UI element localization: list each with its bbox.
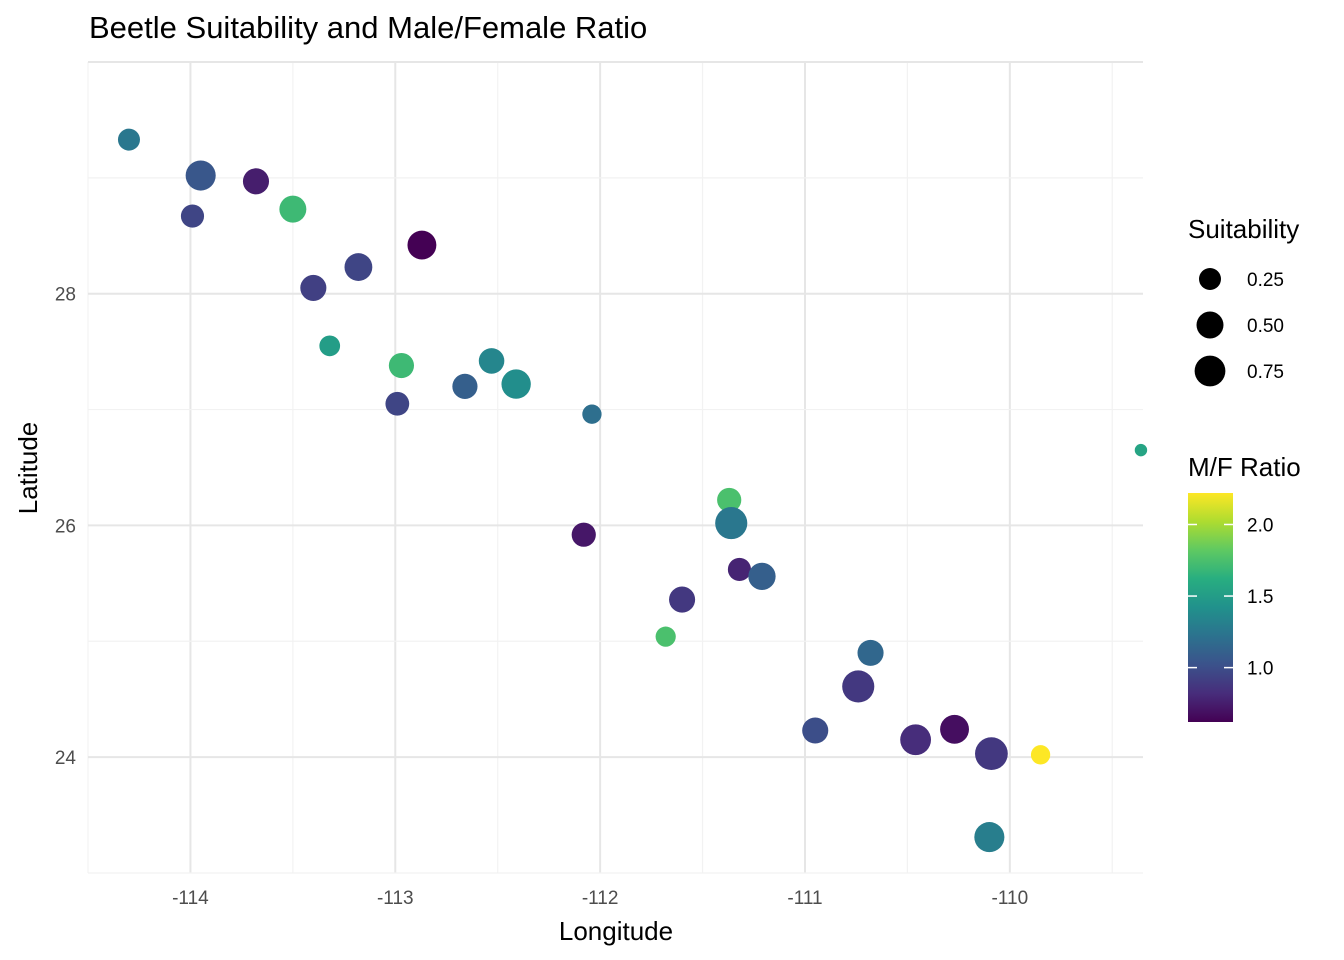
data-point — [180, 204, 205, 228]
y-tick-label: 24 — [55, 748, 77, 769]
y-axis-ticks: 24 26 28 — [55, 285, 77, 769]
data-point — [802, 717, 829, 744]
size-legend-label: 0.75 — [1247, 362, 1284, 383]
data-point — [1134, 443, 1148, 457]
data-point — [571, 522, 596, 547]
data-point — [842, 670, 875, 703]
data-point — [242, 168, 270, 195]
x-tick-label: -112 — [582, 888, 619, 909]
x-tick-label: -113 — [377, 888, 414, 909]
data-point — [407, 230, 437, 260]
colorbar-tick-label: 1.0 — [1247, 659, 1273, 680]
colorbar-ticks: 1.0 1.5 2.0 — [1188, 515, 1273, 680]
data-point — [478, 348, 505, 374]
size-legend-title: Suitability — [1188, 214, 1299, 244]
data-point — [344, 253, 373, 281]
size-legend: Suitability 0.25 0.50 0.75 — [1188, 214, 1299, 387]
y-tick-label: 26 — [55, 516, 76, 537]
size-legend-label: 0.50 — [1247, 316, 1284, 337]
x-tick-label: -114 — [172, 888, 209, 909]
colorbar — [1188, 493, 1233, 722]
size-legend-key — [1199, 268, 1221, 290]
data-point — [185, 160, 216, 191]
y-axis-title: Latitude — [13, 422, 43, 515]
y-tick-label: 28 — [55, 285, 76, 306]
colorbar-tick-label: 1.5 — [1247, 587, 1273, 608]
color-legend-title: M/F Ratio — [1188, 452, 1301, 482]
plot-grid — [87, 61, 1143, 874]
data-point — [117, 128, 140, 151]
data-point — [300, 274, 327, 301]
data-point — [975, 737, 1008, 771]
data-point — [857, 639, 884, 666]
data-point — [727, 557, 752, 582]
colorbar-tick-label: 2.0 — [1247, 515, 1273, 536]
data-points — [117, 128, 1148, 853]
x-axis-title: Longitude — [559, 916, 673, 946]
data-point — [385, 391, 410, 416]
data-point — [1030, 745, 1051, 765]
data-point — [279, 195, 307, 223]
data-point — [715, 507, 748, 540]
data-point — [501, 369, 531, 399]
data-point — [655, 626, 676, 647]
data-point — [388, 352, 415, 379]
x-tick-label: -110 — [992, 888, 1029, 909]
data-point — [582, 404, 602, 424]
x-tick-label: -111 — [787, 888, 822, 909]
x-axis-ticks: -114 -113 -112 -111 -110 — [172, 888, 1028, 909]
size-legend-label: 0.25 — [1247, 270, 1284, 291]
chart-title: Beetle Suitability and Male/Female Ratio — [89, 10, 647, 45]
data-point — [900, 724, 932, 756]
size-legend-items: 0.25 0.50 0.75 — [1194, 268, 1284, 387]
size-legend-key — [1194, 355, 1226, 387]
data-point — [669, 586, 696, 613]
size-legend-key — [1196, 311, 1224, 339]
data-point — [452, 373, 478, 399]
data-point — [319, 335, 341, 357]
data-point — [940, 714, 969, 744]
data-point — [717, 487, 742, 513]
color-legend: M/F Ratio 1.0 1.5 2.0 — [1188, 452, 1301, 722]
data-point — [974, 822, 1005, 853]
data-point — [748, 562, 776, 591]
